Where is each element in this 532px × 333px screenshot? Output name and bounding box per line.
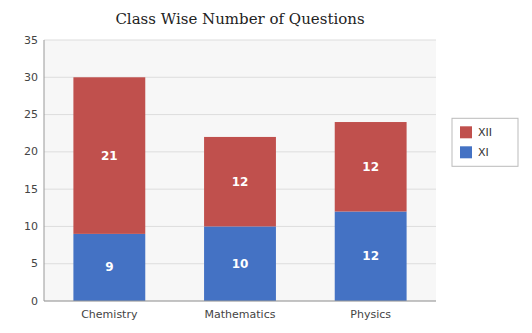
y-tick-label: 35 — [24, 34, 38, 47]
data-label: 9 — [105, 260, 113, 274]
y-axis-line — [44, 40, 45, 301]
bar-segment — [335, 122, 407, 211]
y-tick-label: 5 — [31, 257, 38, 270]
y-tick-label: 30 — [24, 71, 38, 84]
legend-swatch — [460, 126, 472, 138]
bar-segment — [73, 234, 145, 301]
plot-background — [44, 40, 436, 301]
y-tick-label: 25 — [24, 108, 38, 121]
legend-label: XI — [478, 146, 489, 159]
data-labels: 9 10 12 21 12 12 — [101, 149, 379, 275]
legend-swatch — [460, 146, 472, 158]
x-axis-line — [44, 301, 436, 302]
legend-box — [452, 118, 518, 166]
y-tick-label: 15 — [24, 183, 38, 196]
data-label: 12 — [362, 160, 379, 174]
grid-line — [44, 40, 436, 41]
data-label: 21 — [101, 149, 118, 163]
x-tick-label: Physics — [350, 308, 391, 321]
data-label: 12 — [362, 249, 379, 263]
bars — [73, 77, 406, 301]
y-tick-label: 20 — [24, 145, 38, 158]
data-label: 12 — [232, 175, 249, 189]
x-tick-label: Chemistry — [81, 308, 138, 321]
legend: XII XI — [452, 118, 518, 166]
chart-container: Class Wise Number of Questions 0 5 10 15 20 25… — [0, 0, 532, 333]
y-tick-label: 10 — [24, 220, 38, 233]
bar-segment — [204, 137, 276, 226]
grid-line — [44, 301, 436, 302]
legend-label: XII — [478, 126, 492, 139]
data-label: 10 — [232, 257, 249, 271]
bar-segment — [73, 77, 145, 234]
x-tick-label: Mathematics — [205, 308, 276, 321]
chart: Class Wise Number of Questions 0 5 10 15 20 25… — [0, 0, 532, 333]
chart-title: Class Wise Number of Questions — [115, 10, 364, 28]
bar-segment — [335, 212, 407, 301]
y-tick-label: 0 — [31, 295, 38, 308]
bar-segment — [204, 226, 276, 301]
